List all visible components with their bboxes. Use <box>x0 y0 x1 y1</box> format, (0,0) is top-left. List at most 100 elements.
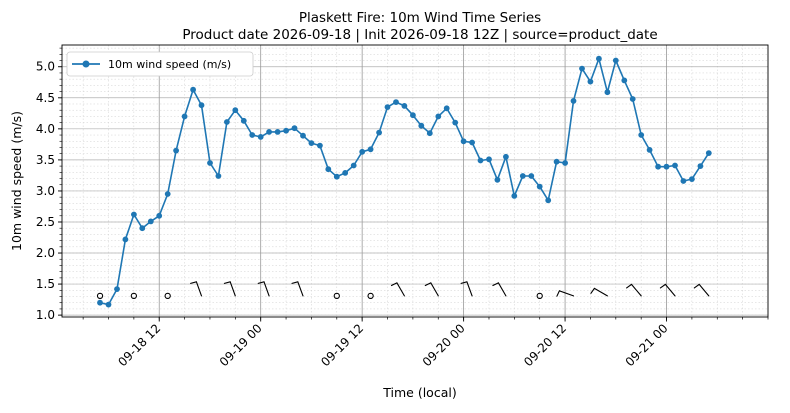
data-point <box>224 119 230 125</box>
data-point <box>511 193 518 199</box>
x-tick-label: 09-20 12 <box>521 321 569 369</box>
data-point <box>528 173 535 179</box>
wind-barbs <box>96 281 710 300</box>
data-point <box>460 138 467 145</box>
wind-barb <box>590 287 608 297</box>
data-point <box>342 170 349 176</box>
data-point <box>629 96 636 102</box>
data-point <box>232 107 239 114</box>
data-point <box>545 197 552 204</box>
data-point <box>350 162 357 169</box>
grid <box>62 45 769 317</box>
data-point <box>596 55 602 62</box>
data-point <box>122 236 129 243</box>
data-point <box>604 89 611 96</box>
wind-barb-calm <box>164 292 171 300</box>
data-point <box>384 104 391 110</box>
y-tick-label: 4.5 <box>36 91 55 105</box>
y-tick-label: 2.0 <box>36 246 55 260</box>
chart-title: Plaskett Fire: 10m Wind Time Series <box>299 10 541 26</box>
legend[interactable]: 10m wind speed (m/s) <box>66 51 254 77</box>
data-point <box>503 153 509 160</box>
wind-barb <box>460 281 473 297</box>
data-point <box>333 173 340 180</box>
y-tick-label: 5.0 <box>36 60 55 74</box>
y-tick-label: 1.0 <box>36 308 55 322</box>
data-point <box>291 125 298 132</box>
data-point <box>452 119 459 126</box>
data-point <box>486 156 492 163</box>
data-point <box>621 77 628 84</box>
series-line <box>99 57 710 306</box>
wind-barb <box>223 281 236 297</box>
data-point <box>494 176 501 183</box>
data-point <box>131 211 137 218</box>
data-point <box>553 158 560 165</box>
x-tick-label: 09-19 00 <box>217 321 265 369</box>
data-point <box>418 122 425 129</box>
data-point <box>562 160 568 166</box>
x-tick-label: 09-20 00 <box>420 321 468 369</box>
data-point <box>97 299 103 306</box>
data-point <box>105 301 112 308</box>
wind-barb <box>492 282 507 297</box>
data-point <box>663 163 670 170</box>
data-point <box>426 130 433 137</box>
data-point <box>240 117 247 124</box>
y-axis-label: 10m wind speed (m/s) <box>9 111 24 251</box>
wind-barb <box>257 281 270 297</box>
data-point <box>283 127 289 134</box>
y-tick-label: 2.5 <box>36 215 55 229</box>
data-point <box>655 163 661 170</box>
data-point <box>164 191 171 197</box>
data-point <box>536 183 543 190</box>
data-point <box>300 132 306 139</box>
data-point <box>435 113 442 120</box>
data-point <box>156 212 163 219</box>
data-point <box>376 129 382 136</box>
data-point <box>579 65 585 72</box>
data-point <box>570 98 577 104</box>
wind-barb <box>693 283 710 297</box>
wind-barb <box>626 283 642 297</box>
y-tick-label: 4.0 <box>36 122 55 136</box>
x-tick-label: 09-19 12 <box>318 321 366 369</box>
wind-barb-calm <box>130 292 138 300</box>
plot-frame <box>61 44 769 318</box>
data-point <box>672 162 678 169</box>
x-axis-label: Time (local) <box>382 385 456 400</box>
data-point <box>401 103 408 109</box>
data-point <box>325 166 332 173</box>
data-point <box>410 112 416 119</box>
data-point <box>519 173 526 179</box>
wind-barb-calm <box>333 292 340 300</box>
wind-barb-calm <box>96 292 104 300</box>
data-point <box>190 86 197 93</box>
wind-barb <box>424 282 439 297</box>
series-layer <box>97 55 712 308</box>
data-point <box>114 286 120 292</box>
data-point <box>257 134 264 140</box>
data-point <box>612 57 619 64</box>
data-point <box>638 132 645 138</box>
wind-barb-calm <box>536 292 543 300</box>
data-point <box>215 173 222 179</box>
data-point <box>393 99 399 105</box>
data-point <box>359 148 366 155</box>
legend-series-label: 10m wind speed (m/s) <box>108 58 231 71</box>
data-point <box>680 178 687 184</box>
y-tick-label: 3.5 <box>36 153 55 167</box>
wind-barb <box>190 281 203 297</box>
y-tick-label: 3.0 <box>36 184 55 198</box>
wind-barb <box>291 281 304 297</box>
wind-barb <box>659 283 676 297</box>
data-point <box>477 157 484 164</box>
data-point <box>173 147 180 154</box>
data-point <box>139 225 146 232</box>
chart-subtitle: Product date 2026-09-18 | Init 2026-09-1… <box>182 27 657 43</box>
data-point <box>443 105 450 112</box>
data-point <box>317 142 323 149</box>
y-tick-label: 1.5 <box>36 277 55 291</box>
